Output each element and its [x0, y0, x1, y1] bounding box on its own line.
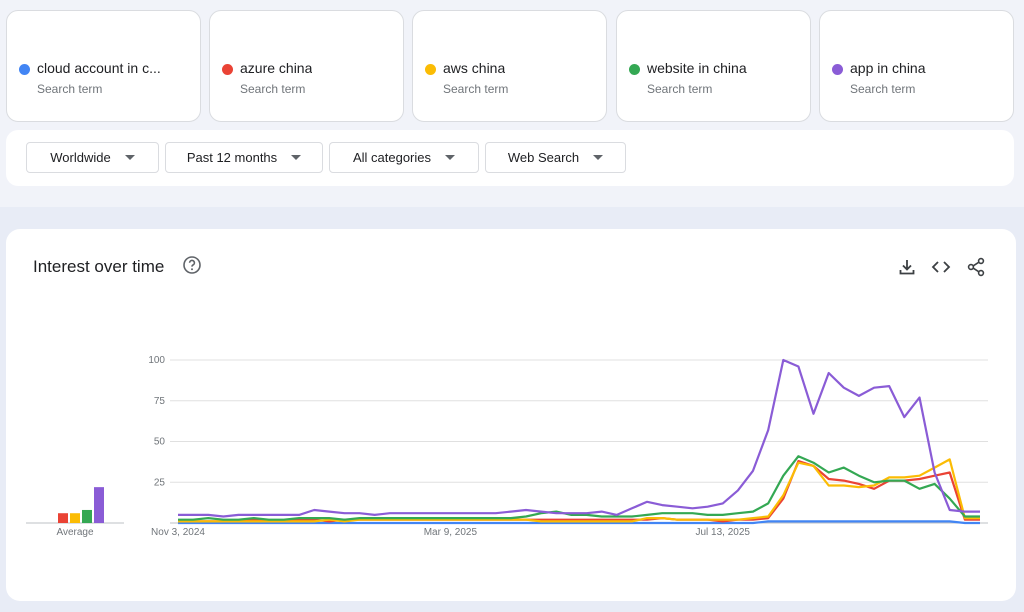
series-color-dot — [222, 64, 233, 75]
search-term-type: Search term — [240, 82, 306, 96]
series-color-dot — [425, 64, 436, 75]
search-term-card[interactable]: website in china Search term — [616, 10, 811, 122]
search-term-name: website in china — [647, 60, 747, 76]
search-term-name: aws china — [443, 60, 506, 76]
search-term-type: Search term — [647, 82, 713, 96]
region-filter-dropdown[interactable]: Worldwide — [26, 142, 159, 173]
average-bar — [94, 487, 104, 523]
average-bar — [58, 513, 68, 523]
series-line — [178, 458, 980, 523]
share-icon[interactable] — [965, 256, 987, 278]
search-term-card[interactable]: azure china Search term — [209, 10, 404, 122]
series-color-dot — [832, 64, 843, 75]
search-term-name: app in china — [850, 60, 926, 76]
caret-down-icon — [291, 155, 302, 160]
filter-bar: Worldwide Past 12 months All categories … — [6, 130, 1014, 186]
search-term-card[interactable]: cloud account in c... Search term — [6, 10, 201, 122]
help-circle-icon[interactable] — [182, 255, 202, 275]
time-filter-label: Past 12 months — [186, 150, 278, 165]
x-tick-label: Nov 3, 2024 — [151, 527, 205, 538]
series-line — [178, 460, 980, 523]
search-term-card[interactable]: aws china Search term — [412, 10, 607, 122]
interest-over-time-card: Interest over time — [6, 229, 1016, 601]
series-line — [178, 358, 980, 518]
chart-title: Interest over time — [33, 257, 165, 276]
series-line — [178, 455, 980, 521]
category-filter-label: All categories — [352, 150, 432, 165]
y-tick-label: 25 — [154, 477, 166, 488]
search-term-card[interactable]: app in china Search term — [819, 10, 1014, 122]
y-tick-label: 75 — [154, 396, 166, 407]
search-term-type: Search term — [37, 82, 103, 96]
code-embed-icon[interactable] — [930, 256, 952, 278]
series-color-dot — [629, 64, 640, 75]
series-color-dot — [19, 64, 30, 75]
search-term-type: Search term — [443, 82, 509, 96]
search-term-name: cloud account in c... — [37, 60, 161, 76]
average-label: Average — [56, 527, 94, 538]
x-tick-label: Jul 13, 2025 — [696, 527, 751, 538]
category-filter-dropdown[interactable]: All categories — [329, 142, 479, 173]
series-line — [178, 520, 980, 525]
caret-down-icon — [445, 155, 456, 160]
y-tick-label: 50 — [154, 437, 166, 448]
region-filter-label: Worldwide — [50, 150, 111, 165]
y-tick-label: 100 — [148, 355, 165, 366]
property-filter-label: Web Search — [507, 150, 580, 165]
property-filter-dropdown[interactable]: Web Search — [485, 142, 626, 173]
search-term-type: Search term — [850, 82, 916, 96]
caret-down-icon — [593, 155, 604, 160]
search-term-name: azure china — [240, 60, 313, 76]
time-filter-dropdown[interactable]: Past 12 months — [165, 142, 323, 173]
average-bar — [82, 509, 92, 523]
average-bar — [70, 513, 80, 523]
download-icon[interactable] — [896, 256, 918, 278]
caret-down-icon — [124, 155, 135, 160]
x-tick-label: Mar 9, 2025 — [424, 527, 478, 538]
